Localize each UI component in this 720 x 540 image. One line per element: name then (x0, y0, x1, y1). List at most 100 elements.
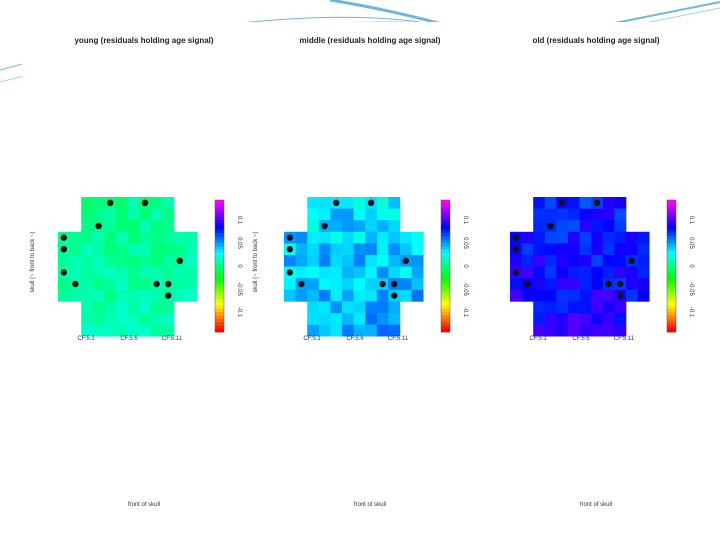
young-heatmap-cell (116, 243, 128, 256)
old-heatmap-cell (568, 255, 580, 267)
old-colorbar-segment (667, 295, 676, 300)
middle-heatmap-cell (411, 231, 424, 244)
middle-heatmap-cell (388, 255, 401, 267)
old-colorbar-segment (667, 315, 676, 320)
middle-heatmap-cell (411, 266, 424, 279)
middle-colorbar-segment (441, 213, 450, 217)
young-colorbar-segment (215, 269, 224, 273)
middle-heatmap-cell (411, 278, 424, 291)
young-heatmap-cell (104, 208, 117, 221)
old-heatmap-cell (579, 266, 592, 279)
young-heatmap-cell (150, 243, 163, 256)
old-heatmap-cells (510, 197, 650, 337)
middle-heatmap-cell (284, 289, 296, 302)
middle-heatmap-cell (388, 266, 401, 279)
middle-colorbar-segment (441, 252, 450, 257)
old-heatmap-cell (637, 278, 650, 291)
young-heatmap-cell (185, 243, 198, 256)
young-heatmap-cell (69, 266, 82, 279)
old-heatmap-cell (556, 313, 569, 325)
young-heatmap-cell (58, 289, 70, 302)
middle-panel-title: middle (residuals holding age signal) (300, 36, 441, 45)
young-heatmap-cell (92, 289, 105, 302)
middle-colorbar (440, 199, 451, 333)
old-colorbar-segment (667, 269, 676, 273)
old-colorbar-segment (667, 216, 676, 221)
middle-electrode-marker (286, 269, 293, 276)
old-heatmap-cell (602, 243, 615, 256)
middle-cbar-tick-3: 0 (462, 264, 468, 268)
young-heatmap-cell (127, 243, 140, 256)
middle-heatmap-cell (307, 278, 320, 291)
middle-colorbar-segment (441, 269, 450, 273)
middle-heatmap-cell (353, 289, 366, 302)
young-electrode-marker (176, 257, 183, 264)
young-heatmap-cell (150, 313, 163, 325)
old-colorbar-segment (667, 272, 676, 277)
middle-colorbar-segment (441, 318, 450, 323)
young-cbar-tick-5: -0.1 (236, 307, 242, 318)
middle-heatmap-cell (307, 266, 320, 279)
old-cbar-tick-3: 0 (688, 264, 694, 268)
young-heatmap-cell (127, 266, 140, 279)
young-heatmap-cell (81, 278, 94, 291)
old-electrode-marker (547, 222, 554, 230)
young-colorbar-segment (215, 252, 224, 257)
middle-colorbar-segment (441, 206, 450, 211)
old-colorbar-segment (667, 219, 676, 224)
middle-heatmap-cell (400, 243, 412, 256)
old-electrode-marker (559, 199, 566, 206)
young-heatmap-cell (185, 255, 198, 267)
middle-heatmap-cell (342, 231, 354, 244)
young-heatmap-cell (174, 278, 186, 291)
young-electrode-marker (60, 246, 67, 253)
young-heatmap-cell (150, 324, 163, 337)
young-heatmap-cell (162, 208, 175, 221)
old-heatmap-cell (602, 220, 615, 233)
young-heatmap-cell (139, 220, 152, 233)
middle-electrode-marker (286, 234, 293, 241)
old-heatmap-cell (533, 220, 546, 233)
young-heatmap-cell (150, 266, 163, 279)
young-heatmap-cell (92, 231, 105, 244)
old-electrode-marker (512, 269, 519, 276)
young-heatmap-cell (104, 266, 117, 279)
young-heatmap-cell (150, 220, 163, 233)
old-heatmap-cell (544, 231, 557, 244)
middle-heatmap-cell (365, 231, 378, 244)
middle-heatmap-cell (365, 220, 378, 233)
middle-heatmap-cell (330, 278, 343, 291)
young-colorbar-segment (215, 226, 224, 231)
old-panel: old (residuals holding age signal) CF.5.… (510, 36, 694, 508)
old-heatmap-cell (533, 289, 546, 302)
old-heatmap-cell (544, 243, 557, 256)
young-heatmap-cell (104, 301, 117, 314)
middle-y-label: skull (~ front to back ~) (253, 231, 259, 292)
old-colorbar-segment (667, 325, 676, 330)
old-heatmap-cell (579, 255, 592, 267)
middle-heatmap-cell (307, 197, 320, 209)
old-cbar-tick-1: 0.1 (688, 216, 694, 225)
old-colorbar-segment (667, 249, 676, 254)
old-colorbar-segment (667, 282, 676, 287)
middle-heatmap-cell (330, 208, 343, 221)
old-colorbar-segment (667, 246, 676, 250)
young-colorbar-segment (215, 229, 224, 234)
middle-heatmap-cell (411, 243, 424, 256)
old-heatmap-cell (544, 313, 557, 325)
young-heatmap-cell (69, 289, 82, 302)
middle-colorbar-segment (441, 239, 450, 244)
middle-heatmap-cell (353, 313, 366, 325)
young-colorbar-segment (215, 285, 224, 290)
young-colorbar-segment (215, 299, 224, 303)
young-heatmap-cell (116, 266, 128, 279)
old-colorbar-segment (667, 302, 676, 306)
young-heatmap-cell (139, 266, 152, 279)
young-colorbar-segment (215, 282, 224, 287)
middle-heatmap-cell (365, 289, 378, 302)
young-heatmap-cell (104, 278, 117, 291)
young-heatmap-cell (174, 243, 186, 256)
middle-heatmap-cell (353, 231, 366, 244)
middle-heatmap-cell (365, 278, 378, 291)
old-heatmap-cell (568, 266, 580, 279)
